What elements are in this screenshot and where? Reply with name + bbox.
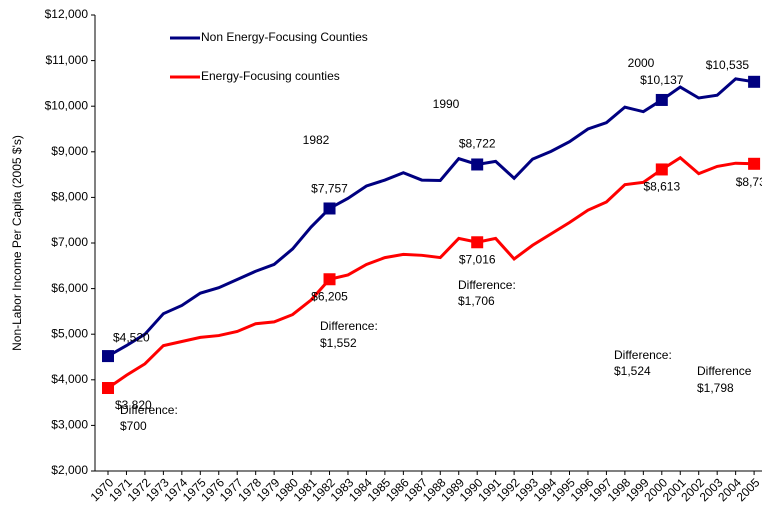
annotation: $1,706 bbox=[458, 294, 495, 308]
legend-label: Non Energy-Focusing Counties bbox=[201, 30, 368, 44]
annotation: $1,798 bbox=[697, 381, 734, 395]
y-tick-label: $6,000 bbox=[51, 281, 88, 295]
y-tick-label: $12,000 bbox=[45, 7, 89, 21]
point-marker bbox=[471, 236, 484, 249]
y-axis-label: Non-Labor Income Per Capita (2005 $'s) bbox=[10, 135, 24, 351]
annotation: 1982 bbox=[303, 133, 330, 147]
y-tick-label: $11,000 bbox=[46, 53, 89, 67]
y-tick-label: $3,000 bbox=[51, 418, 88, 432]
value-label: $4,520 bbox=[113, 330, 150, 344]
point-marker bbox=[102, 382, 114, 395]
annotation: Difference bbox=[697, 364, 752, 378]
value-label: $8,722 bbox=[459, 137, 496, 151]
annotation: Difference: bbox=[458, 278, 516, 292]
y-tick-label: $10,000 bbox=[45, 98, 89, 112]
value-label: $3,820 bbox=[115, 398, 152, 412]
series-line bbox=[107, 77, 755, 358]
value-label: $10,535 bbox=[706, 58, 750, 72]
y-tick-label: $9,000 bbox=[51, 144, 88, 158]
value-label: $8,613 bbox=[643, 180, 680, 194]
y-tick-label: $2,000 bbox=[51, 463, 88, 477]
point-marker bbox=[471, 158, 484, 171]
point-marker bbox=[655, 163, 668, 176]
annotation: 2000 bbox=[628, 56, 655, 70]
value-label: $7,016 bbox=[459, 252, 496, 266]
annotation: Difference: bbox=[320, 319, 378, 333]
series-line bbox=[107, 155, 755, 390]
value-label: $10,137 bbox=[640, 73, 684, 87]
point-marker bbox=[748, 157, 761, 170]
annotation: Difference: bbox=[120, 403, 178, 417]
y-tick-label: $5,000 bbox=[51, 326, 88, 340]
y-tick-label: $4,000 bbox=[51, 372, 88, 386]
value-label: $6,205 bbox=[311, 289, 348, 303]
annotation: 1990 bbox=[433, 97, 460, 111]
value-label: $8,737 bbox=[736, 175, 762, 189]
y-tick-label: $8,000 bbox=[51, 190, 88, 204]
annotation: $1,552 bbox=[320, 336, 357, 350]
point-marker bbox=[655, 93, 668, 106]
point-marker bbox=[323, 273, 336, 286]
annotation: $1,524 bbox=[614, 364, 651, 378]
annotation: $700 bbox=[120, 419, 147, 433]
value-label: $7,757 bbox=[311, 182, 348, 196]
point-marker bbox=[748, 75, 761, 88]
point-marker bbox=[323, 202, 336, 215]
annotation: Difference: bbox=[614, 348, 672, 362]
legend-label: Energy-Focusing counties bbox=[201, 69, 340, 83]
point-marker bbox=[102, 350, 114, 363]
y-tick-label: $7,000 bbox=[51, 235, 88, 249]
